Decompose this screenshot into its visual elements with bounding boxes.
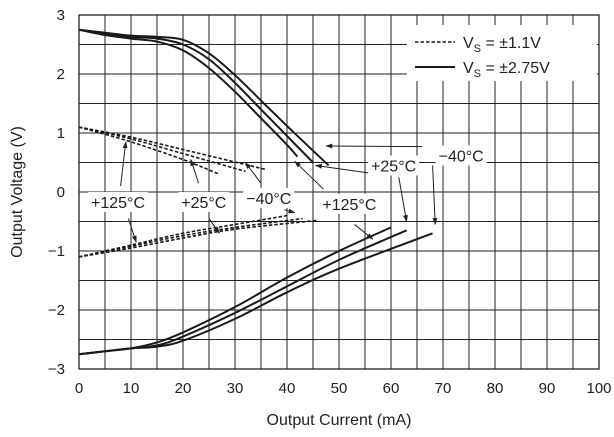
y-tick-label: −2	[48, 302, 65, 319]
x-tick-label: 10	[123, 380, 140, 397]
annotation-label-bg	[319, 193, 380, 214]
annotation-arrow	[244, 161, 262, 184]
x-tick-label: 0	[75, 380, 83, 397]
x-tick-label: 100	[586, 380, 611, 397]
legend-background	[407, 25, 597, 81]
legend: VS = ±1.1V VS = ±2.75V	[415, 35, 550, 80]
y-tick-label: 1	[57, 125, 65, 142]
series-line	[78, 217, 303, 258]
annotation-arrow	[294, 160, 324, 190]
annotation-label: +125°C	[91, 195, 145, 212]
x-tick-label: 20	[175, 380, 192, 397]
annotation-label: +25°C	[371, 158, 416, 175]
x-tick-label: 80	[487, 380, 504, 397]
series-line	[78, 126, 267, 171]
legend-label: VS = ±1.1V	[463, 35, 541, 55]
series-line	[78, 28, 330, 167]
y-axis-label: Output Voltage (V)	[9, 126, 26, 258]
annotations-group: −40°C +25°C +125°C +125°C +25°C −40°C	[88, 141, 487, 243]
legend-label: VS = ±2.75V	[463, 60, 550, 80]
x-axis-label: Output Current (mA)	[267, 412, 412, 429]
grid	[78, 14, 600, 370]
y-tick-label: 3	[57, 7, 65, 24]
y-tick-label: −1	[48, 243, 65, 260]
annotation-label-bg	[178, 192, 230, 213]
annotation-label-bg	[435, 145, 487, 166]
x-tick-label: 30	[227, 380, 244, 397]
y-tick-label: 2	[57, 66, 65, 83]
y-tick-label: −3	[48, 361, 65, 378]
annotation-arrow	[120, 141, 128, 187]
annotation-label: +25°C	[181, 195, 226, 212]
series-line	[78, 28, 314, 164]
annotation-arrow	[284, 208, 296, 214]
annotation-label-bg	[368, 155, 420, 176]
annotation-arrow	[127, 218, 137, 243]
annotation-arrow	[325, 143, 423, 149]
x-tick-label: 40	[279, 380, 296, 397]
annotation-arrow	[432, 165, 438, 226]
series-group	[78, 28, 433, 356]
x-tick-label: 50	[331, 380, 348, 397]
annotation-label-bg	[88, 192, 148, 213]
plot-frame	[78, 14, 600, 370]
x-tick-label: 70	[435, 380, 452, 397]
annotation-arrow	[314, 163, 371, 174]
annotation-arrow	[354, 224, 374, 240]
series-line	[78, 28, 299, 158]
annotation-label: −40°C	[246, 191, 291, 208]
annotation-label: +125°C	[322, 197, 376, 214]
annotation-arrow	[398, 177, 408, 223]
y-tick-label: 0	[57, 184, 65, 201]
series-line	[78, 219, 319, 258]
series-line	[78, 232, 433, 356]
x-tick-label: 90	[539, 380, 556, 397]
annotation-label-bg	[243, 187, 295, 208]
annotation-arrow	[190, 158, 200, 184]
annotation-label: −40°C	[439, 148, 484, 165]
x-tick-label: 60	[383, 380, 400, 397]
annotation-arrow	[208, 218, 220, 234]
series-line	[78, 126, 246, 173]
series-line	[78, 126, 220, 176]
